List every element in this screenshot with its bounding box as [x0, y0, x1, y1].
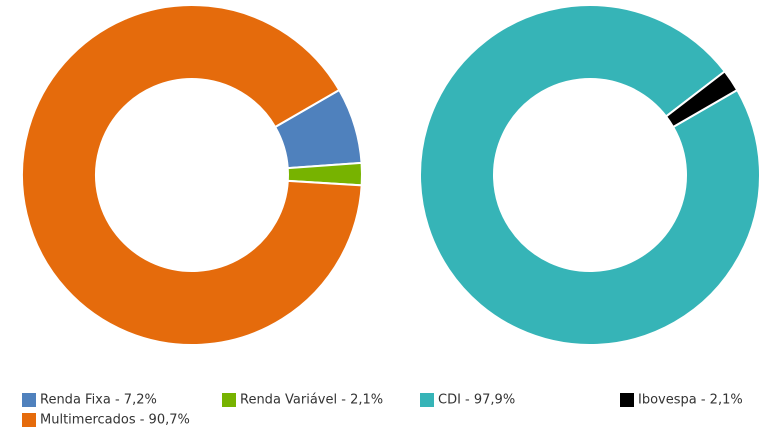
donut-slice	[419, 4, 761, 346]
donut-slice	[664, 69, 739, 129]
legend-label: Ibovespa - 2,1%	[638, 393, 743, 408]
legend-label: CDI - 97,9%	[438, 393, 515, 408]
legend-label: Multimercados - 90,7%	[40, 413, 190, 428]
legend-label: Renda Variável - 2,1%	[240, 393, 383, 408]
legend-label: Renda Fixa - 7,2%	[40, 393, 157, 408]
legend-swatch	[22, 393, 36, 407]
legend-swatch	[222, 393, 236, 407]
donut-slice	[21, 4, 363, 346]
legend-swatch	[420, 393, 434, 407]
legend-swatch	[22, 413, 36, 427]
legend-swatch	[620, 393, 634, 407]
